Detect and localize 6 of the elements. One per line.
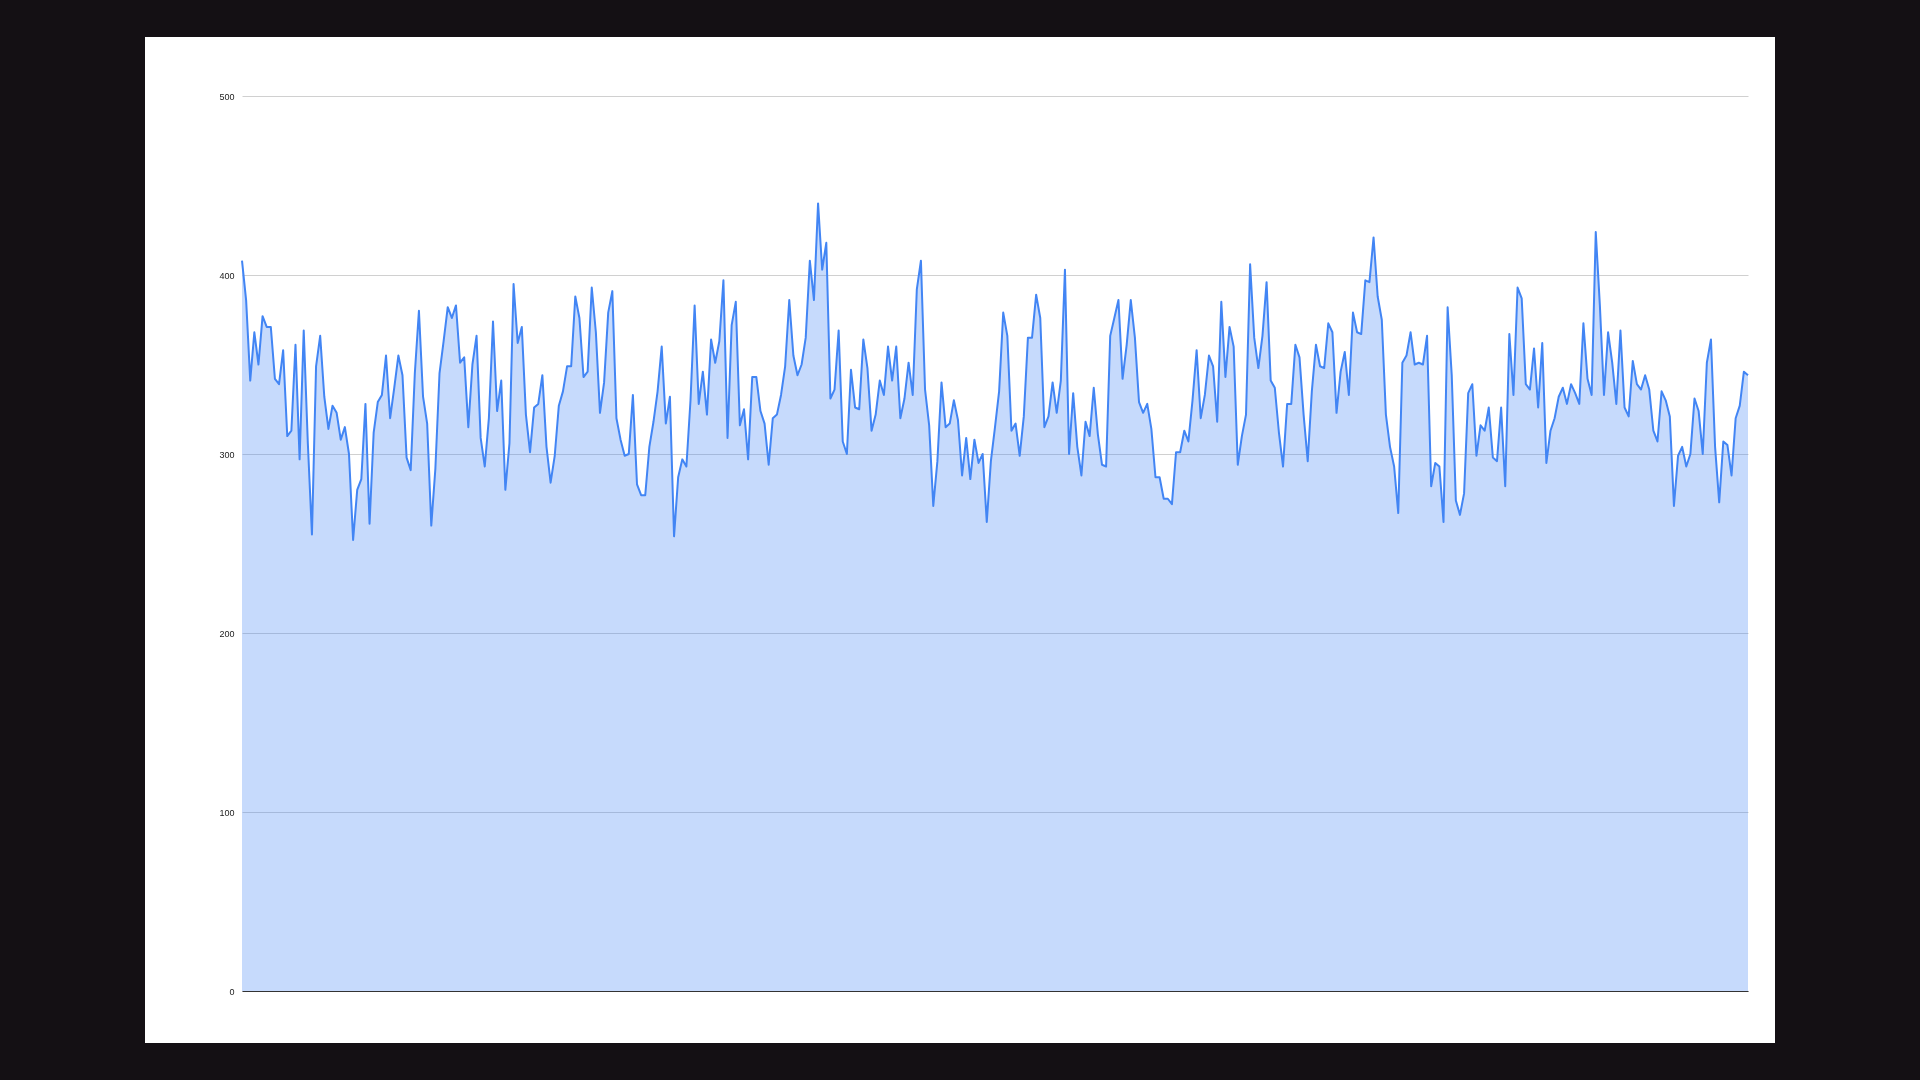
y-tick-label: 400 [219, 270, 235, 281]
y-tick-label: 100 [219, 807, 235, 818]
y-tick-label: 200 [219, 628, 235, 639]
y-tick-label: 300 [219, 449, 235, 460]
y-tick-label: 0 [229, 986, 235, 997]
y-tick-label: 500 [219, 91, 235, 102]
